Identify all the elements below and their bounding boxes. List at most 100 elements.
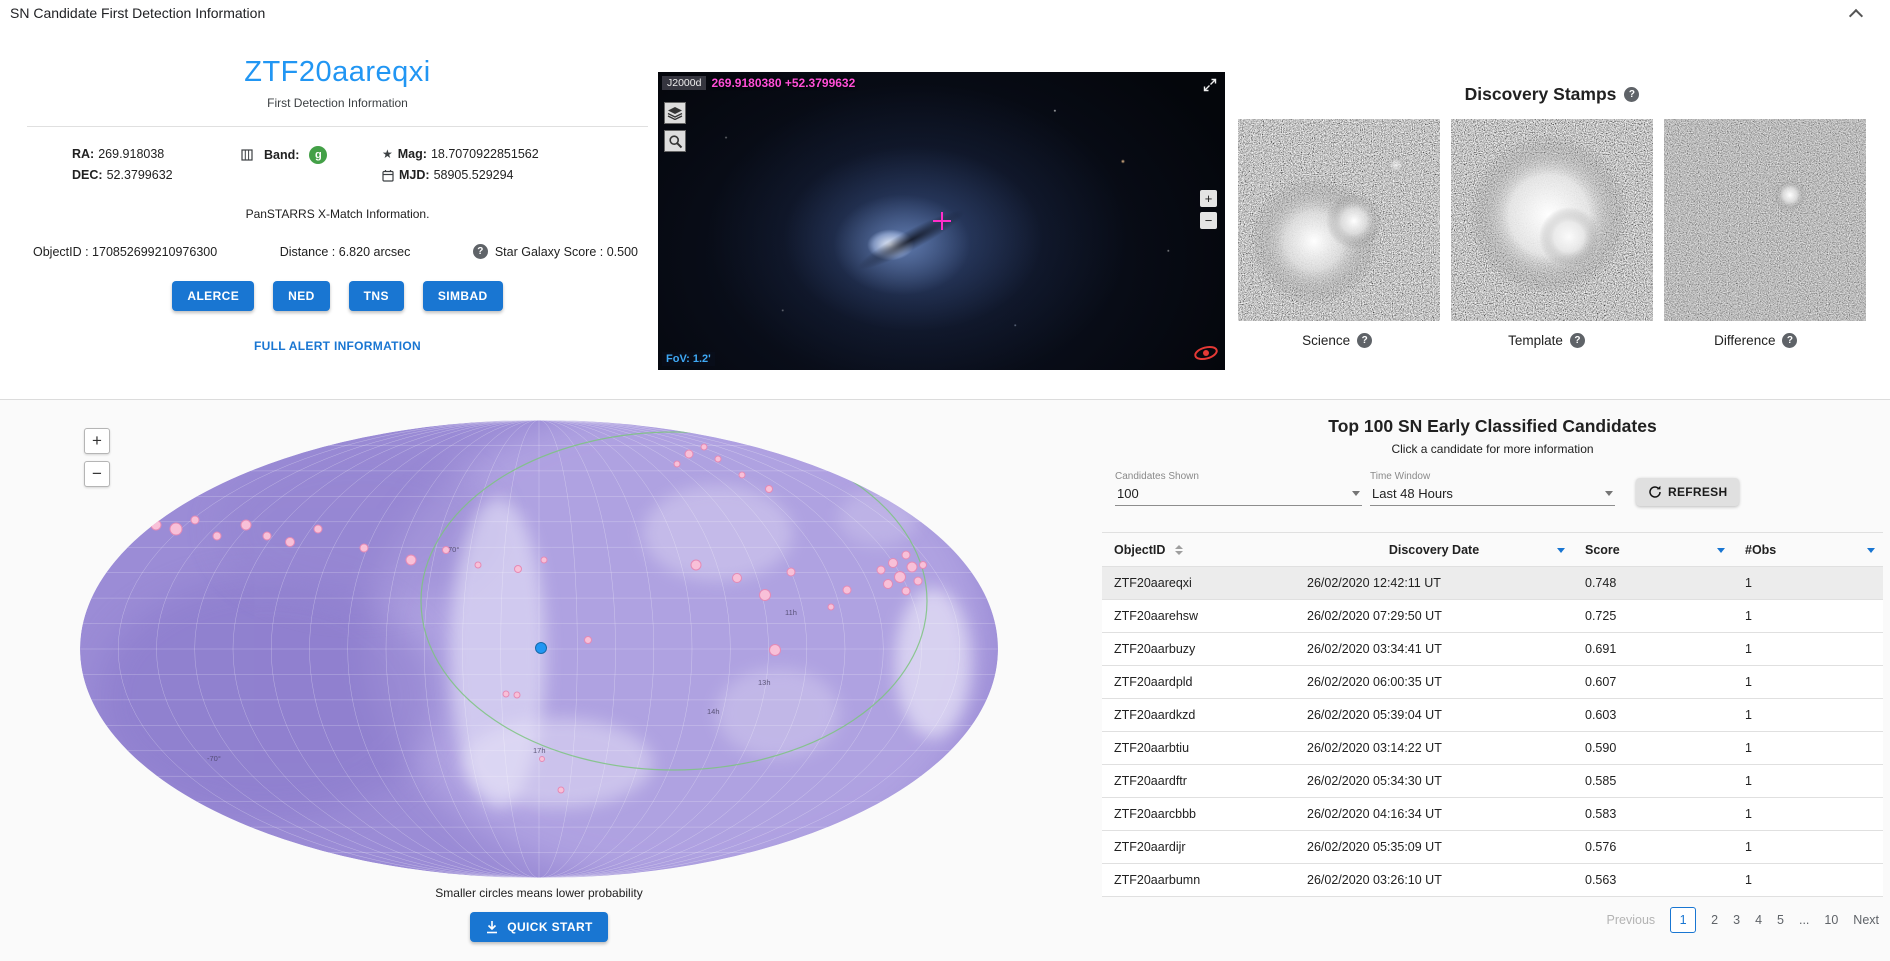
candidate-point[interactable] bbox=[769, 644, 781, 656]
search-button[interactable] bbox=[664, 130, 686, 152]
candidate-point[interactable] bbox=[190, 515, 200, 525]
layers-button[interactable] bbox=[664, 102, 686, 124]
table-row[interactable]: ZTF20aardkzd 26/02/2020 05:39:04 UT 0.603 1 bbox=[1102, 698, 1883, 732]
aladin-zoom-in-button[interactable]: + bbox=[1200, 190, 1217, 207]
table-row[interactable]: ZTF20aarbumn 26/02/2020 03:26:10 UT 0.563 1 bbox=[1102, 863, 1883, 897]
pagination-next[interactable]: Next bbox=[1853, 913, 1879, 927]
pagination-page-1[interactable]: 1 bbox=[1670, 907, 1697, 933]
candidate-point[interactable] bbox=[169, 522, 183, 536]
collapse-panel-button[interactable] bbox=[1844, 3, 1868, 24]
candidate-point[interactable] bbox=[700, 443, 708, 451]
pagination-page-3[interactable]: 3 bbox=[1733, 913, 1741, 927]
time-window-select[interactable]: Time Window Last 48 Hours bbox=[1370, 471, 1615, 506]
candidate-point[interactable] bbox=[786, 567, 796, 577]
table-row[interactable]: ZTF20aardftr 26/02/2020 05:34:30 UT 0.585 1 bbox=[1102, 764, 1883, 798]
external-links: ALeRCE NED TNS SIMBAD bbox=[27, 281, 648, 311]
candidate-point[interactable] bbox=[442, 546, 450, 554]
candidate-point[interactable] bbox=[539, 756, 545, 762]
time-window-value: Last 48 Hours bbox=[1372, 486, 1453, 501]
candidate-point[interactable] bbox=[894, 571, 906, 583]
candidate-point[interactable] bbox=[474, 561, 482, 569]
candidate-point[interactable] bbox=[690, 559, 702, 571]
help-icon[interactable]: ? bbox=[472, 244, 488, 259]
candidate-point[interactable] bbox=[842, 585, 852, 595]
full-alert-link[interactable]: FULL ALERT INFORMATION bbox=[253, 339, 422, 353]
pagination-previous[interactable]: Previous bbox=[1606, 913, 1656, 927]
column-header-nobs[interactable]: #Obs bbox=[1733, 532, 1883, 567]
candidate-point[interactable] bbox=[584, 636, 592, 644]
candidate-point[interactable] bbox=[759, 589, 771, 601]
aladin-zoom-out-button[interactable]: − bbox=[1200, 212, 1217, 229]
ned-button[interactable]: NED bbox=[273, 281, 330, 311]
candidate-point[interactable] bbox=[240, 519, 252, 531]
candidate-point[interactable] bbox=[901, 550, 911, 560]
help-icon[interactable]: ? bbox=[1782, 333, 1798, 348]
cell-object-id: ZTF20aarbtiu bbox=[1102, 731, 1295, 765]
candidate-point[interactable] bbox=[765, 485, 773, 493]
pagination-page-5[interactable]: 5 bbox=[1777, 913, 1784, 927]
pagination-page-2[interactable]: 2 bbox=[1711, 913, 1719, 927]
candidate-point[interactable] bbox=[738, 471, 746, 479]
candidate-point[interactable] bbox=[732, 573, 742, 583]
candidate-point[interactable] bbox=[359, 543, 369, 553]
cell-discovery-date: 26/02/2020 05:39:04 UT bbox=[1295, 698, 1573, 732]
pagination-page-4[interactable]: 4 bbox=[1755, 913, 1763, 927]
alerce-button[interactable]: ALeRCE bbox=[172, 281, 255, 311]
candidate-point[interactable] bbox=[827, 603, 835, 611]
pagination-page-10[interactable]: 10 bbox=[1824, 913, 1839, 927]
tns-button[interactable]: TNS bbox=[348, 281, 404, 311]
fullscreen-button[interactable] bbox=[1203, 78, 1217, 95]
candidate-point[interactable] bbox=[313, 524, 323, 534]
table-row[interactable]: ZTF20aarcbbb 26/02/2020 04:16:34 UT 0.583 1 bbox=[1102, 797, 1883, 831]
table-row[interactable]: ZTF20aardijr 26/02/2020 05:35:09 UT 0.576 1 bbox=[1102, 830, 1883, 864]
quick-start-button[interactable]: QUICK START bbox=[470, 912, 608, 942]
candidate-point[interactable] bbox=[883, 579, 893, 589]
refresh-button[interactable]: REFRESH bbox=[1636, 478, 1740, 506]
candidate-point[interactable] bbox=[913, 576, 923, 586]
candidate-point[interactable] bbox=[514, 565, 522, 573]
cell-score: 0.583 bbox=[1573, 797, 1733, 831]
cell-discovery-date: 26/02/2020 03:14:22 UT bbox=[1295, 731, 1573, 765]
table-row[interactable]: ZTF20aardpld 26/02/2020 06:00:35 UT 0.607 1 bbox=[1102, 665, 1883, 699]
aladin-viewer[interactable]: J2000d 269.9180380 +52.3799632 + − FoV: … bbox=[658, 72, 1225, 370]
cell-object-id: ZTF20aardftr bbox=[1102, 764, 1295, 798]
sky-map[interactable]: 11h 13h 14h 17h 70° -70° bbox=[78, 418, 1000, 880]
candidate-point[interactable] bbox=[557, 786, 565, 794]
candidate-point[interactable] bbox=[540, 556, 548, 564]
map-zoom-out-button[interactable]: − bbox=[84, 461, 110, 487]
column-header-discovery-date[interactable]: Discovery Date bbox=[1295, 532, 1573, 567]
candidate-point[interactable] bbox=[888, 558, 898, 568]
candidate-point[interactable] bbox=[714, 455, 722, 463]
column-header-objectid[interactable]: ObjectID bbox=[1102, 532, 1295, 567]
simbad-button[interactable]: SIMBAD bbox=[422, 281, 503, 311]
help-icon[interactable]: ? bbox=[1624, 87, 1640, 102]
cell-score: 0.725 bbox=[1573, 599, 1733, 633]
cell-n-obs: 1 bbox=[1733, 599, 1883, 633]
candidate-point[interactable] bbox=[405, 554, 417, 566]
candidate-point[interactable] bbox=[212, 531, 222, 541]
candidate-point[interactable] bbox=[876, 565, 886, 575]
selected-candidate-point[interactable] bbox=[535, 642, 547, 654]
candidate-point[interactable] bbox=[502, 690, 510, 698]
candidate-point[interactable] bbox=[262, 531, 272, 541]
table-row[interactable]: ZTF20aareqxi 26/02/2020 12:42:11 UT 0.748 1 bbox=[1102, 566, 1883, 600]
candidate-point[interactable] bbox=[906, 561, 918, 573]
candidate-point[interactable] bbox=[285, 537, 295, 547]
candidate-point[interactable] bbox=[919, 561, 927, 569]
table-row[interactable]: ZTF20aarbuzy 26/02/2020 03:34:41 UT 0.691 1 bbox=[1102, 632, 1883, 666]
candidates-shown-select[interactable]: Candidates Shown 100 bbox=[1115, 471, 1362, 506]
aladin-logo[interactable] bbox=[1193, 345, 1219, 366]
candidate-point[interactable] bbox=[150, 519, 162, 531]
help-icon[interactable]: ? bbox=[1569, 333, 1585, 348]
candidate-point[interactable] bbox=[673, 460, 681, 468]
table-row[interactable]: ZTF20aarbtiu 26/02/2020 03:14:22 UT 0.590 1 bbox=[1102, 731, 1883, 765]
frame-selector[interactable]: J2000d bbox=[662, 76, 707, 90]
candidate-point[interactable] bbox=[901, 586, 911, 596]
help-icon[interactable]: ? bbox=[1357, 333, 1373, 348]
table-row[interactable]: ZTF20aarehsw 26/02/2020 07:29:50 UT 0.725 1 bbox=[1102, 599, 1883, 633]
sort-icon bbox=[1175, 544, 1184, 555]
candidate-point[interactable] bbox=[684, 449, 694, 459]
candidate-point[interactable] bbox=[513, 691, 521, 699]
map-zoom-in-button[interactable]: + bbox=[84, 428, 110, 454]
column-header-score[interactable]: Score bbox=[1573, 532, 1733, 567]
